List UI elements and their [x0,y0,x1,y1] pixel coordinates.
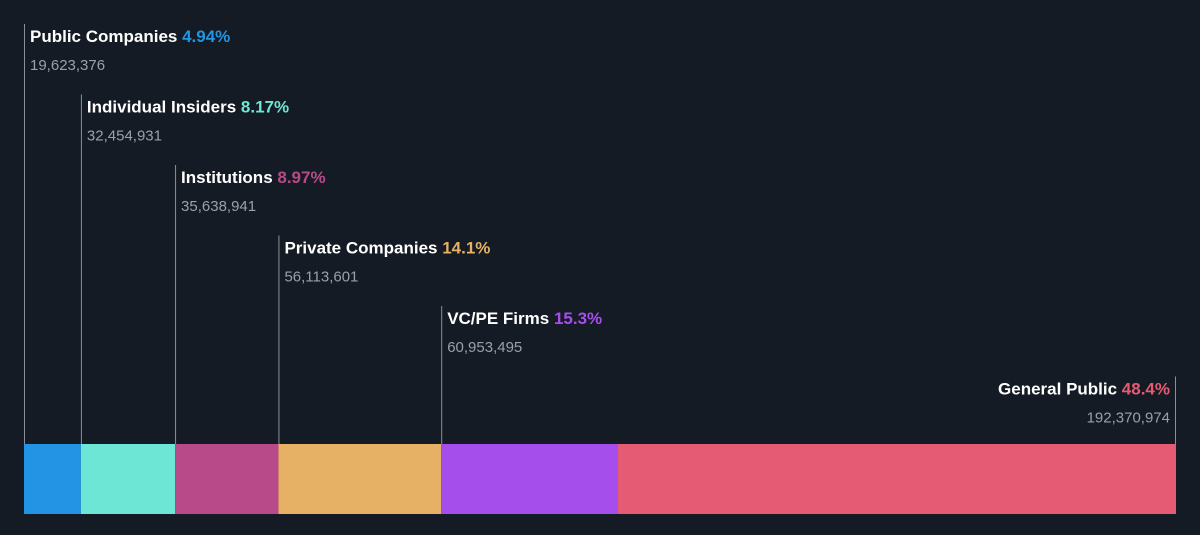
bar-segment-individual-insiders[interactable] [80,444,176,514]
bar-segment-vc-pe-firms[interactable] [441,444,618,514]
category-name: Individual Insiders [87,98,241,117]
category-name: Public Companies [30,27,182,46]
percent-label: 4.94% [182,27,230,46]
category-name: Institutions [181,168,277,187]
value-label-general-public: 192,370,974 [1087,410,1170,427]
percent-label: 8.97% [277,168,325,187]
value-label-institutions: 35,638,941 [181,198,256,215]
category-label-public-companies: Public Companies 4.94% [30,27,230,46]
category-name: General Public [998,380,1122,399]
value-label-private-companies: 56,113,601 [284,269,358,286]
percent-label: 14.1% [442,239,490,258]
bar-segment-public-companies[interactable] [24,444,81,514]
category-name: VC/PE Firms [447,309,554,328]
bar-segment-private-companies[interactable] [278,444,442,514]
category-name: Private Companies [284,239,442,258]
percent-label: 8.17% [241,98,289,117]
percent-label: 15.3% [554,309,602,328]
category-label-institutions: Institutions 8.97% [181,168,326,187]
category-label-private-companies: Private Companies 14.1% [284,239,490,258]
value-label-public-companies: 19,623,376 [30,57,105,74]
bar-segment-institutions[interactable] [175,444,279,514]
percent-label: 48.4% [1122,380,1170,399]
category-label-individual-insiders: Individual Insiders 8.17% [87,98,289,117]
value-label-vc-pe-firms: 60,953,495 [447,339,522,356]
bar-segment-general-public[interactable] [618,444,1176,514]
category-label-general-public: General Public 48.4% [998,380,1170,399]
value-label-individual-insiders: 32,454,931 [87,128,162,145]
category-label-vc-pe-firms: VC/PE Firms 15.3% [447,309,602,328]
